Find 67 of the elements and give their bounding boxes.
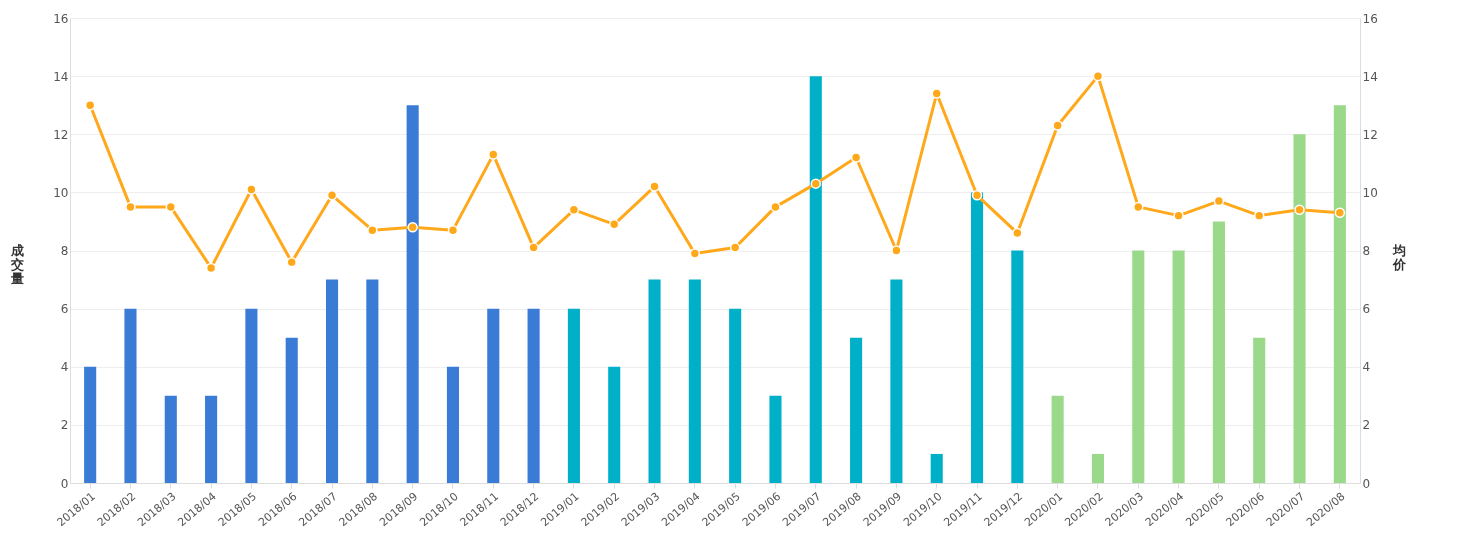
y2-axis-title: 均价 [1392, 243, 1408, 272]
bar [164, 395, 177, 483]
y-axis-title: 成交量 [9, 243, 24, 286]
bar [809, 76, 822, 483]
y-tick-label: 6 [60, 302, 69, 317]
bar [1293, 134, 1306, 483]
bar [648, 279, 661, 483]
bar [205, 395, 218, 483]
y-tick-label: 8 [60, 244, 69, 258]
y2-tick-label: 6 [1362, 302, 1371, 317]
point [1052, 120, 1063, 131]
bar [688, 279, 701, 483]
point [1294, 204, 1305, 216]
point [407, 222, 418, 233]
y2-tick-label: 4 [1362, 360, 1371, 375]
bar [1253, 337, 1266, 483]
bar [446, 366, 460, 483]
bar [970, 192, 984, 483]
bar [769, 395, 782, 483]
bar [850, 337, 863, 483]
y2-tick-label: 12 [1362, 127, 1378, 142]
y2-tick-label: 8 [1362, 244, 1371, 258]
bar [1051, 395, 1064, 483]
point [165, 201, 176, 213]
y2-tick-label: 10 [1362, 185, 1378, 200]
bar [729, 308, 742, 483]
bar [1333, 105, 1346, 483]
y2-tick-label: 16 [1362, 11, 1378, 26]
bar [487, 308, 500, 483]
bar [527, 308, 540, 483]
point [891, 245, 902, 256]
bar [285, 337, 298, 483]
y2-tick-label: 2 [1362, 418, 1371, 433]
y2-tick-label: 14 [1362, 69, 1378, 84]
bar [1091, 453, 1105, 483]
y-tick-label: 14 [53, 69, 69, 84]
point [850, 152, 862, 163]
bar [366, 279, 379, 483]
y-tick-label: 2 [60, 418, 69, 433]
point [649, 181, 660, 192]
point [810, 178, 821, 189]
point [689, 248, 701, 259]
point [528, 242, 539, 253]
bar [1011, 250, 1024, 483]
y-tick-label: 4 [60, 360, 69, 375]
bar [1212, 221, 1225, 483]
bar [608, 366, 621, 483]
bar [567, 308, 580, 483]
bar [890, 279, 903, 483]
y-tick-label: 0 [60, 476, 69, 491]
bar [1132, 250, 1145, 483]
bar [1172, 250, 1185, 483]
point [1334, 207, 1346, 218]
bar [325, 279, 339, 483]
point [971, 190, 983, 201]
bar [930, 453, 943, 483]
y-tick-label: 12 [53, 127, 69, 142]
y2-tick-label: 0 [1362, 476, 1371, 491]
point [729, 242, 741, 253]
bar [124, 308, 137, 483]
bar [406, 105, 419, 483]
point [770, 201, 781, 213]
bar [84, 366, 97, 483]
point [246, 184, 257, 195]
y-tick-label: 10 [53, 185, 69, 200]
bar [245, 308, 258, 483]
y-tick-label: 16 [53, 11, 69, 26]
